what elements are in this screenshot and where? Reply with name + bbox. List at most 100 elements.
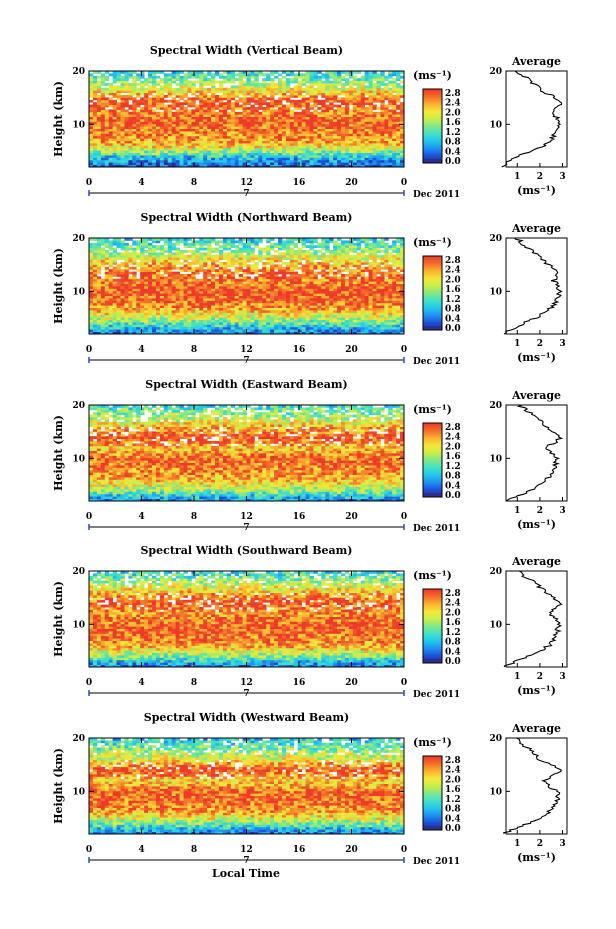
heatmap-cell — [128, 114, 133, 117]
heatmap-cell — [104, 123, 110, 127]
heatmap-cell — [376, 157, 381, 161]
heatmap-cell — [242, 104, 247, 108]
heatmap-cell — [207, 307, 212, 311]
heatmap-cell — [215, 305, 220, 308]
heatmap-cell — [392, 123, 397, 127]
heatmap-cell — [246, 164, 251, 168]
heatmap-cell — [215, 135, 220, 139]
heatmap-cell — [104, 290, 110, 294]
heatmap-cell — [128, 281, 133, 284]
heatmap-cell — [344, 155, 350, 158]
heatmap-cell — [183, 90, 188, 93]
heatmap-cell — [348, 305, 354, 308]
heatmap-cell — [211, 164, 216, 168]
heatmap-cell — [270, 145, 275, 149]
heatmap-cell — [270, 326, 275, 330]
heatmap-cell — [376, 159, 381, 163]
heatmap-cell — [266, 128, 271, 132]
heatmap-cell — [285, 326, 291, 330]
heatmap-cell — [104, 288, 110, 292]
heatmap-cell — [148, 164, 153, 168]
heatmap-cell — [348, 133, 354, 137]
heatmap-cell — [313, 307, 318, 311]
heatmap-cell — [218, 159, 224, 163]
heatmap-cell — [400, 147, 405, 151]
heatmap-cell — [384, 312, 389, 316]
heatmap-cell — [317, 162, 322, 165]
heatmap-cell — [285, 298, 291, 301]
heatmap-cell — [301, 322, 306, 325]
heatmap-cell — [285, 126, 291, 129]
heatmap-cell — [112, 138, 117, 141]
heatmap-cell — [305, 288, 310, 292]
heatmap-cell — [281, 135, 287, 139]
heatmap-cell — [281, 307, 287, 311]
heatmap-cell — [301, 109, 306, 113]
heatmap-cell — [132, 298, 137, 301]
heatmap-cell — [234, 290, 240, 294]
heatmap-cell — [148, 281, 153, 284]
heatmap-cell — [120, 326, 125, 330]
heatmap-cell — [246, 143, 251, 146]
heatmap-cell — [274, 310, 279, 313]
heatmap-cell — [120, 331, 125, 335]
colorbar-tick-label: 2.8 — [445, 89, 461, 99]
heatmap-cell — [238, 307, 243, 311]
heatmap-cell — [348, 126, 354, 129]
heatmap-cell — [344, 290, 350, 294]
heatmap-cell — [163, 290, 169, 294]
heatmap-cell — [321, 119, 326, 122]
heatmap-cell — [116, 73, 121, 77]
heatmap-cell — [159, 302, 165, 306]
heatmap-cell — [92, 322, 98, 325]
heatmap-cell — [140, 162, 145, 165]
heatmap-cell — [104, 92, 110, 96]
heatmap-cell — [356, 150, 362, 153]
heatmap-cell — [266, 164, 271, 168]
heatmap-cell — [344, 319, 350, 323]
heatmap-cell — [246, 288, 251, 292]
heatmap-cell — [159, 114, 165, 117]
heatmap-cell — [140, 288, 145, 292]
heatmap-cell — [337, 300, 342, 304]
heatmap-cell — [388, 310, 393, 313]
heatmap-cell — [89, 155, 94, 158]
heatmap-cell — [250, 109, 255, 113]
heatmap-cell — [132, 281, 137, 284]
heatmap-cell — [92, 317, 98, 320]
heatmap-cell — [258, 322, 263, 325]
heatmap-cell — [305, 85, 310, 89]
heatmap-cell — [313, 305, 318, 308]
heatmap-cell — [285, 71, 291, 74]
heatmap-cell — [392, 71, 397, 74]
heatmap-cell — [297, 329, 303, 332]
heatmap-cell — [144, 138, 149, 141]
heatmap-cell — [155, 145, 161, 149]
heatmap-cell — [140, 326, 145, 330]
heatmap-cell — [246, 90, 251, 93]
heatmap-cell — [187, 305, 192, 308]
heatmap-cell — [152, 150, 157, 153]
heatmap-cell — [230, 114, 236, 117]
heatmap-cell — [246, 97, 251, 101]
heatmap-cell — [199, 324, 204, 328]
heatmap-cell — [309, 329, 314, 332]
colorbar-tick-label: 1.6 — [445, 118, 461, 128]
heatmap-cell — [360, 133, 366, 137]
heatmap-cell — [396, 290, 401, 294]
colorbar-segment — [423, 106, 442, 108]
heatmap-cell — [183, 95, 188, 98]
heatmap-cell — [289, 319, 295, 323]
heatmap-cell — [246, 314, 251, 318]
heatmap-cell — [242, 326, 247, 330]
heatmap-cell — [96, 164, 102, 168]
heatmap-cell — [368, 109, 373, 113]
heatmap-cell — [329, 324, 334, 328]
heatmap-cell — [89, 133, 94, 137]
heatmap-cell — [159, 133, 165, 137]
heatmap-cell — [392, 99, 397, 103]
heatmap-cell — [329, 107, 334, 110]
heatmap-cell — [285, 111, 291, 115]
heatmap-cell — [104, 114, 110, 117]
heatmap-cell — [92, 326, 98, 330]
